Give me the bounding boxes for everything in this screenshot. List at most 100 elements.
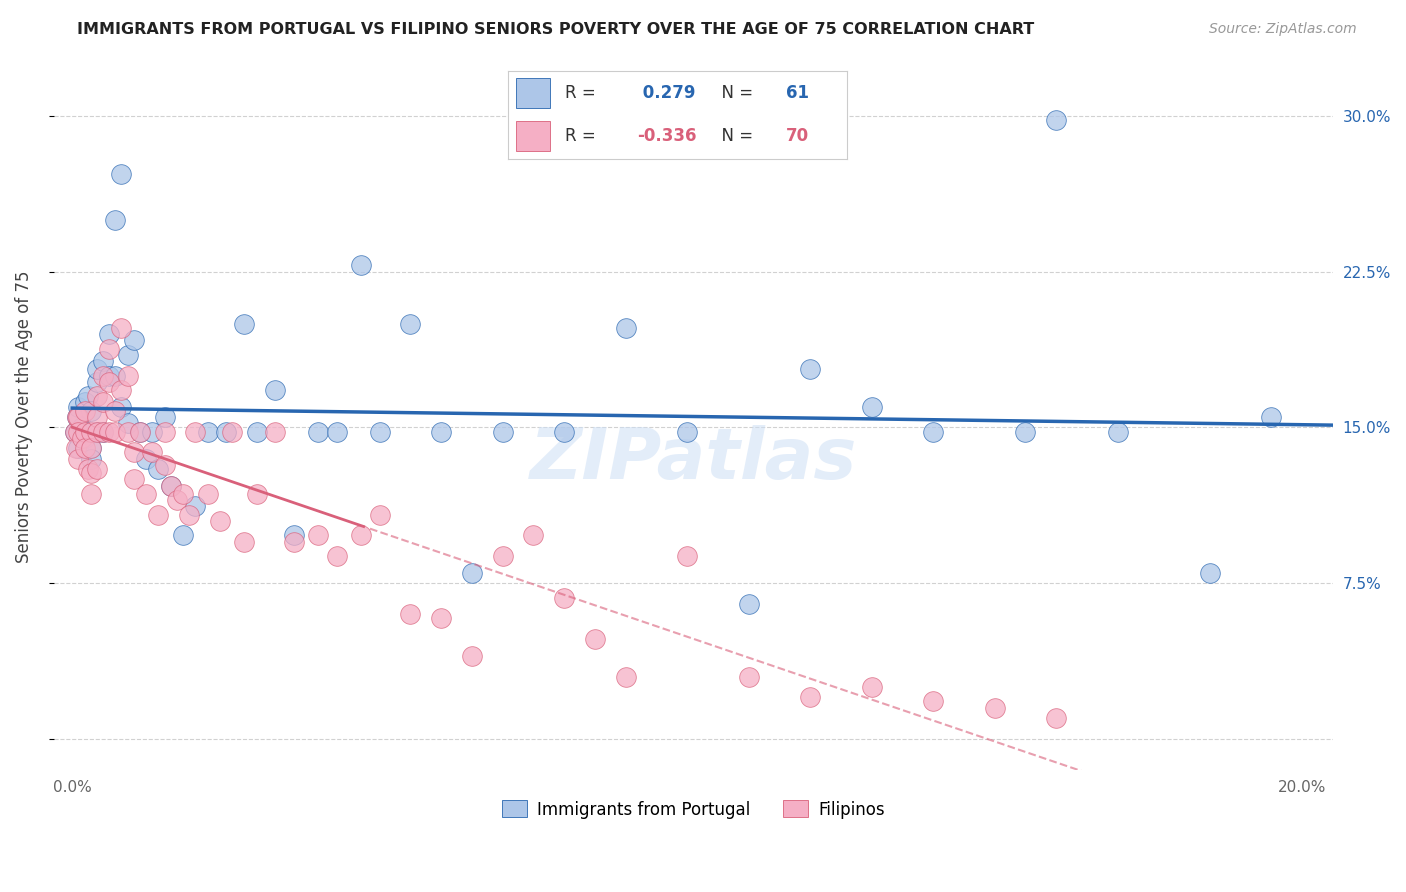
Point — [177, 508, 200, 522]
Point — [66, 410, 89, 425]
Point — [159, 478, 181, 492]
Point — [129, 425, 152, 439]
Point — [98, 425, 121, 439]
Point — [172, 487, 194, 501]
Text: Source: ZipAtlas.com: Source: ZipAtlas.com — [1209, 22, 1357, 37]
Point — [166, 493, 188, 508]
Point — [117, 425, 139, 439]
Point — [399, 317, 422, 331]
Point — [110, 383, 132, 397]
Point — [860, 400, 883, 414]
Point — [676, 425, 699, 439]
Point — [860, 680, 883, 694]
Point — [80, 425, 103, 439]
Point — [264, 383, 287, 397]
Point — [215, 425, 238, 439]
Text: ZIPatlas: ZIPatlas — [530, 425, 858, 494]
Point — [73, 425, 96, 439]
Point — [135, 487, 157, 501]
Point — [1260, 410, 1282, 425]
Point — [246, 425, 269, 439]
Point — [73, 404, 96, 418]
Point — [141, 445, 163, 459]
Point — [80, 441, 103, 455]
Point — [91, 395, 114, 409]
Point — [80, 451, 103, 466]
Point — [676, 549, 699, 563]
Point — [197, 425, 219, 439]
Point — [104, 368, 127, 383]
Point — [117, 368, 139, 383]
Point — [76, 462, 98, 476]
Point — [153, 425, 176, 439]
Legend: Immigrants from Portugal, Filipinos: Immigrants from Portugal, Filipinos — [495, 794, 891, 825]
Point — [799, 690, 821, 705]
Text: IMMIGRANTS FROM PORTUGAL VS FILIPINO SENIORS POVERTY OVER THE AGE OF 75 CORRELAT: IMMIGRANTS FROM PORTUGAL VS FILIPINO SEN… — [77, 22, 1035, 37]
Point — [208, 514, 231, 528]
Point — [104, 404, 127, 418]
Point — [73, 431, 96, 445]
Point — [73, 425, 96, 439]
Point — [86, 425, 108, 439]
Point — [1045, 113, 1067, 128]
Point — [307, 528, 329, 542]
Point — [553, 425, 575, 439]
Point — [1107, 425, 1129, 439]
Point — [98, 326, 121, 341]
Point — [583, 632, 606, 647]
Point — [70, 431, 93, 445]
Y-axis label: Seniors Poverty Over the Age of 75: Seniors Poverty Over the Age of 75 — [15, 271, 32, 563]
Point — [91, 425, 114, 439]
Point — [98, 375, 121, 389]
Point — [80, 441, 103, 455]
Point — [983, 700, 1005, 714]
Point — [86, 425, 108, 439]
Point — [148, 508, 170, 522]
Point — [67, 451, 90, 466]
Point — [80, 404, 103, 418]
Point — [461, 648, 484, 663]
Point — [350, 528, 373, 542]
Point — [368, 425, 391, 439]
Point — [430, 425, 453, 439]
Point — [122, 445, 145, 459]
Point — [553, 591, 575, 605]
Point — [283, 528, 305, 542]
Point — [122, 472, 145, 486]
Point — [70, 420, 93, 434]
Point — [104, 212, 127, 227]
Point — [492, 425, 515, 439]
Point — [197, 487, 219, 501]
Point — [325, 549, 347, 563]
Point — [91, 425, 114, 439]
Point — [246, 487, 269, 501]
Point — [98, 368, 121, 383]
Point — [614, 320, 637, 334]
Point — [153, 410, 176, 425]
Point — [184, 500, 207, 514]
Point — [325, 425, 347, 439]
Point — [86, 389, 108, 403]
Point — [283, 534, 305, 549]
Point — [153, 458, 176, 472]
Point — [66, 410, 89, 425]
Point — [1198, 566, 1220, 580]
Point — [80, 425, 103, 439]
Point — [799, 362, 821, 376]
Point — [221, 425, 243, 439]
Point — [86, 375, 108, 389]
Point — [76, 389, 98, 403]
Point — [98, 342, 121, 356]
Point — [65, 441, 87, 455]
Point — [80, 466, 103, 480]
Point — [614, 669, 637, 683]
Point — [117, 348, 139, 362]
Point — [307, 425, 329, 439]
Point — [1014, 425, 1036, 439]
Point — [91, 368, 114, 383]
Point — [110, 400, 132, 414]
Point — [461, 566, 484, 580]
Point — [492, 549, 515, 563]
Point — [67, 441, 90, 455]
Point — [65, 425, 87, 439]
